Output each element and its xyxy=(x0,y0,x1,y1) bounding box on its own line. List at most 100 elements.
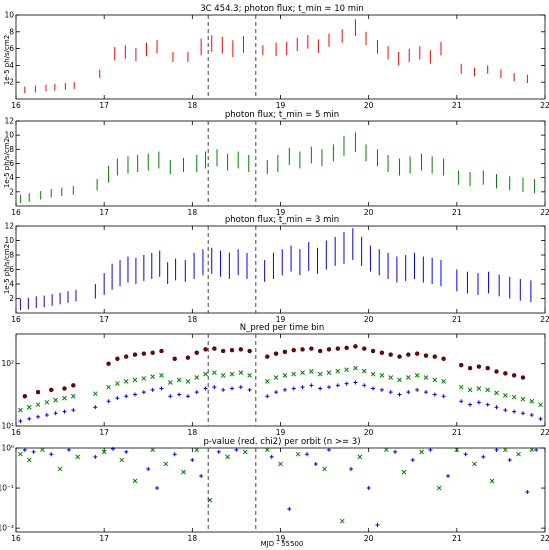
data-point xyxy=(176,377,182,383)
data-point xyxy=(35,389,41,395)
data-point xyxy=(432,377,438,383)
x-tick-label: 21 xyxy=(452,315,462,324)
data-point xyxy=(22,447,27,452)
data-point xyxy=(115,381,120,386)
x-tick-label: 16 xyxy=(11,208,21,217)
data-point xyxy=(317,348,323,354)
y-tick-label: 10 xyxy=(4,131,14,140)
y-tick-label: 8 xyxy=(9,251,14,260)
data-point xyxy=(106,399,111,404)
data-point xyxy=(221,387,226,392)
x-tick-label: 22 xyxy=(540,428,549,437)
x-tick-label: 16 xyxy=(11,534,21,543)
data-point xyxy=(155,486,160,491)
y-tick-label: 10¹ xyxy=(1,422,14,431)
data-point xyxy=(93,405,98,410)
data-point xyxy=(185,379,191,384)
data-point xyxy=(503,371,508,376)
data-point xyxy=(49,387,54,393)
data-point xyxy=(370,371,376,377)
data-point xyxy=(406,390,411,395)
x-tick-label: 19 xyxy=(276,101,286,110)
data-point xyxy=(423,375,429,380)
x-tick-label: 20 xyxy=(364,534,374,543)
data-point xyxy=(503,408,508,413)
x-tick-label: 21 xyxy=(452,101,462,110)
data-point xyxy=(388,352,393,357)
data-point xyxy=(463,452,468,457)
y-tick-label: 4 xyxy=(9,61,14,70)
data-point xyxy=(419,449,424,455)
data-point xyxy=(335,346,341,351)
data-point xyxy=(53,411,58,416)
data-point xyxy=(423,353,429,358)
data-point xyxy=(511,373,517,378)
y-tick-label: 4 xyxy=(9,173,14,182)
data-point xyxy=(225,454,230,460)
data-point xyxy=(185,355,191,360)
x-tick-label: 16 xyxy=(11,315,21,324)
data-point xyxy=(335,368,341,374)
data-point xyxy=(26,404,32,410)
data-point xyxy=(502,393,508,398)
data-point xyxy=(317,371,323,377)
data-point xyxy=(132,478,138,484)
y-tick-label: 12 xyxy=(4,222,14,231)
panel-photon-flux-5min: photon flux; t_min = 5 min 1e-5 ph/s/cm2… xyxy=(3,110,549,217)
data-point xyxy=(349,466,354,471)
data-point xyxy=(344,381,349,386)
data-point xyxy=(247,387,252,392)
data-point xyxy=(57,466,63,472)
x-tick-label: 21 xyxy=(452,428,462,437)
data-point xyxy=(414,373,420,378)
data-point xyxy=(507,458,512,463)
x-tick-label: 18 xyxy=(188,208,198,217)
data-point xyxy=(388,390,393,395)
data-point xyxy=(247,348,252,354)
data-point xyxy=(203,347,208,352)
y-tick-label: 8 xyxy=(9,27,14,36)
data-point xyxy=(194,447,200,453)
data-point xyxy=(190,458,195,463)
y-tick-label: 10⁻¹ xyxy=(0,484,14,493)
data-point xyxy=(177,392,182,397)
data-point xyxy=(53,397,59,403)
plot-area: 16 17 18 19 20 21 22 10¹ 10² xyxy=(1,333,549,437)
data-point xyxy=(379,387,384,392)
data-point xyxy=(159,373,164,378)
data-point xyxy=(282,349,288,355)
data-point xyxy=(467,387,473,393)
data-point xyxy=(309,383,314,388)
data-point xyxy=(124,354,129,359)
data-point xyxy=(265,354,270,359)
data-point xyxy=(295,451,301,457)
data-point xyxy=(361,368,367,374)
data-point xyxy=(485,387,491,393)
data-point xyxy=(432,354,437,359)
data-point xyxy=(238,370,244,375)
data-point xyxy=(472,461,477,467)
panel-title: N_pred per time bin xyxy=(240,323,325,333)
data-point xyxy=(212,385,217,390)
data-point xyxy=(458,384,464,390)
data-point xyxy=(194,350,199,355)
x-tick-label: 16 xyxy=(11,428,21,437)
y-tick-label: 2 xyxy=(9,294,14,303)
x-tick-label: 18 xyxy=(188,101,198,110)
data-point xyxy=(230,386,235,391)
data-point xyxy=(18,451,23,457)
data-point xyxy=(62,395,67,401)
data-point xyxy=(75,454,81,460)
data-point xyxy=(159,386,164,391)
data-point xyxy=(40,447,45,453)
x-tick-label: 22 xyxy=(540,208,549,217)
data-point xyxy=(150,374,156,380)
data-point xyxy=(44,399,50,405)
data-point xyxy=(287,507,292,512)
data-point xyxy=(133,392,138,397)
data-point xyxy=(185,394,190,399)
data-point xyxy=(467,365,473,371)
data-point xyxy=(247,373,252,378)
data-point xyxy=(318,386,323,391)
